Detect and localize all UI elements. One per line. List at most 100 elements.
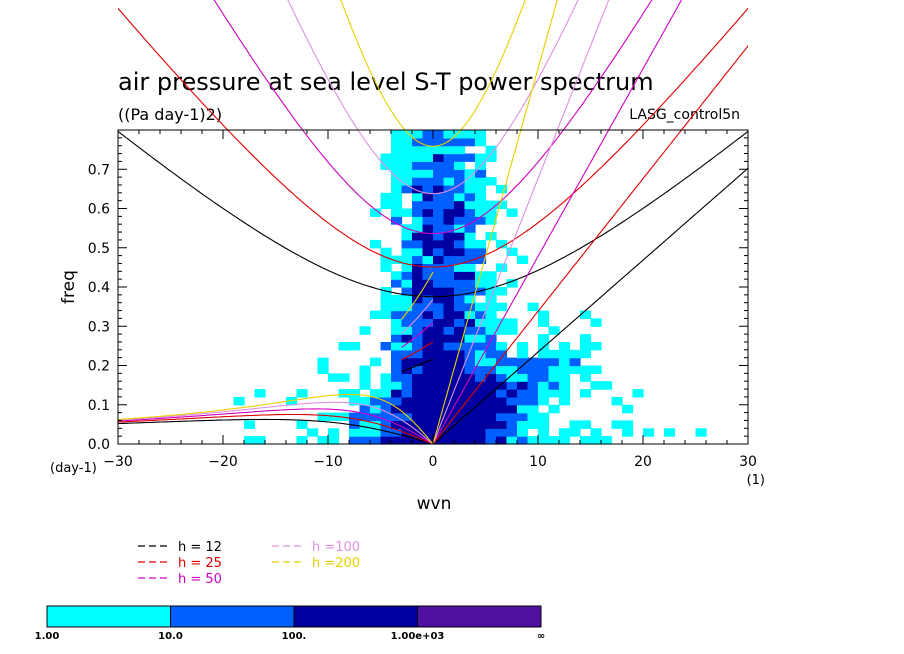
heatmap-cell bbox=[401, 255, 413, 264]
heatmap-cell bbox=[380, 373, 392, 382]
heatmap-cell bbox=[464, 389, 476, 398]
y-tick-label: 0.3 bbox=[88, 319, 110, 335]
heatmap-cell bbox=[496, 239, 508, 249]
heatmap-cell bbox=[412, 161, 424, 170]
heatmap-cell bbox=[401, 373, 413, 382]
heatmap-cell bbox=[454, 381, 466, 390]
heatmap-cell bbox=[391, 310, 403, 319]
heatmap-cell bbox=[496, 365, 508, 374]
heatmap-cell bbox=[569, 365, 581, 374]
legend-item: h =200 bbox=[272, 556, 360, 571]
heatmap-cell bbox=[380, 161, 392, 170]
x-tick-label: −30 bbox=[103, 454, 133, 470]
heatmap-cell bbox=[475, 412, 487, 421]
heatmap-cell bbox=[359, 404, 371, 414]
heatmap-cell bbox=[443, 137, 455, 147]
heatmap-cell bbox=[475, 216, 487, 225]
heatmap-cell bbox=[433, 287, 445, 296]
heatmap-cell bbox=[433, 137, 445, 147]
heatmap-cell bbox=[412, 255, 424, 264]
heatmap-cell bbox=[517, 396, 529, 406]
heatmap-cell bbox=[433, 192, 445, 202]
heatmap-cell bbox=[359, 428, 371, 437]
heatmap-cell bbox=[401, 271, 413, 280]
heatmap-cell bbox=[349, 436, 361, 445]
heatmap-cell bbox=[496, 436, 508, 445]
y-tick-label: 0.4 bbox=[88, 280, 110, 296]
heatmap-cell bbox=[506, 428, 518, 437]
heatmap-cell bbox=[338, 389, 350, 398]
heatmap-cell bbox=[391, 161, 403, 170]
kelvin-curve bbox=[432, 0, 683, 444]
mixed-rossby-gravity-curve bbox=[401, 358, 434, 373]
heatmap-cell bbox=[412, 428, 424, 437]
heatmap-cell bbox=[433, 279, 445, 288]
heatmap-cell bbox=[433, 247, 445, 257]
heatmap-cell bbox=[485, 404, 497, 414]
heatmap-cell bbox=[454, 279, 466, 288]
heatmap-cell bbox=[433, 239, 445, 249]
heatmap-cell bbox=[496, 428, 508, 437]
heatmap-cell bbox=[391, 334, 403, 343]
heatmap-cell bbox=[485, 436, 497, 445]
heatmap-cell bbox=[454, 169, 466, 178]
heatmap-cell bbox=[485, 381, 497, 390]
heatmap-cell bbox=[422, 373, 434, 382]
heatmap-cell bbox=[538, 420, 550, 429]
heatmap-cell bbox=[349, 389, 361, 398]
heatmap-cell bbox=[485, 177, 497, 186]
heatmap-cell bbox=[475, 381, 487, 390]
heatmap-cell bbox=[412, 389, 424, 398]
heatmap-cell bbox=[412, 247, 424, 257]
heatmap-cell bbox=[412, 334, 424, 343]
heatmap-cell bbox=[443, 271, 455, 280]
heatmap-cell bbox=[538, 349, 550, 359]
heatmap-cell bbox=[391, 342, 403, 351]
heatmap-cell bbox=[485, 396, 497, 406]
heatmap-cell bbox=[443, 318, 455, 327]
heatmap-cell bbox=[401, 326, 413, 335]
heatmap-cell bbox=[422, 342, 434, 351]
heatmap-cell bbox=[422, 381, 434, 390]
heatmap-cell bbox=[433, 232, 445, 241]
heatmap-cell bbox=[475, 389, 487, 398]
heatmap-cell bbox=[412, 153, 424, 162]
heatmap-cell bbox=[464, 318, 476, 327]
heatmap-cell bbox=[422, 208, 434, 217]
heatmap-cell bbox=[401, 357, 413, 367]
heatmap-cell bbox=[475, 349, 487, 359]
heatmap-cell bbox=[475, 310, 487, 319]
heatmap-cell bbox=[496, 287, 508, 296]
heatmap-cell bbox=[412, 145, 424, 155]
heatmap-cell bbox=[559, 381, 571, 390]
heatmap-cell bbox=[422, 232, 434, 241]
heatmap-cell bbox=[527, 412, 539, 421]
heatmap-cell bbox=[391, 389, 403, 398]
heatmap-cell bbox=[370, 357, 382, 367]
heatmap-cell bbox=[464, 310, 476, 319]
heatmap-cell bbox=[433, 428, 445, 437]
heatmap-cell bbox=[548, 436, 560, 445]
heatmap-cell bbox=[433, 404, 445, 414]
heatmap-cell bbox=[391, 169, 403, 178]
heatmap-cell bbox=[475, 428, 487, 437]
heatmap-cell bbox=[506, 326, 518, 335]
colorbar-label: 10.0 bbox=[158, 631, 183, 642]
y-unit-label: (day-1) bbox=[50, 461, 97, 476]
heatmap-cell bbox=[485, 310, 497, 319]
heatmap-cell bbox=[412, 420, 424, 429]
heatmap-cell bbox=[412, 169, 424, 178]
heatmap-cell bbox=[443, 342, 455, 351]
heatmap-cell bbox=[391, 271, 403, 280]
y-tick-label: 0.5 bbox=[88, 241, 110, 257]
heatmap-cell bbox=[464, 404, 476, 414]
heatmap-cell bbox=[338, 373, 350, 382]
heatmap-cell bbox=[485, 271, 497, 280]
rossby-curve bbox=[118, 418, 434, 444]
heatmap-cell bbox=[307, 428, 319, 437]
heatmap-cell bbox=[391, 153, 403, 162]
heatmap-cell bbox=[422, 349, 434, 359]
heatmap-cell bbox=[443, 428, 455, 437]
heatmap-cell bbox=[464, 294, 476, 304]
inertia-gravity-curve bbox=[287, 0, 579, 195]
